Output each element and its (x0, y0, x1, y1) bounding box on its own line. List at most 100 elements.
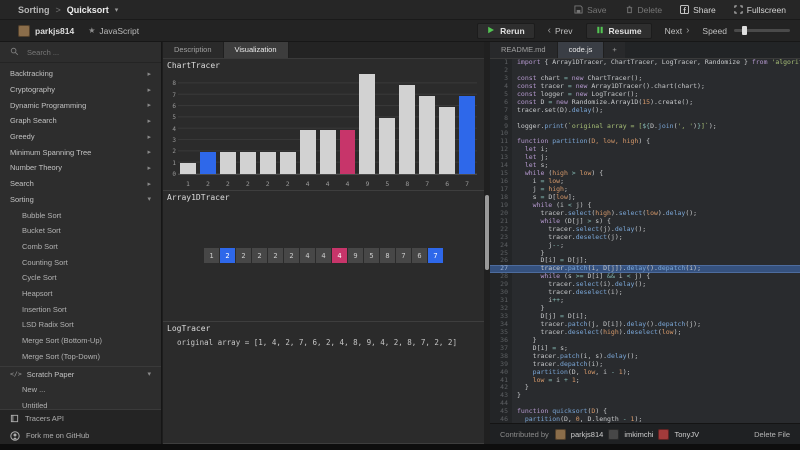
sidebar-item-insertion-sort[interactable]: Insertion Sort (22, 304, 67, 314)
chevron-down-icon[interactable]: ▾ (114, 6, 119, 14)
token: (s (563, 272, 576, 281)
speed-slider-thumb[interactable] (742, 26, 747, 35)
sidebar-item-scratch-paper[interactable]: </> Scratch Paper ▾ (0, 366, 161, 382)
rerun-button[interactable]: Rerun (477, 22, 535, 39)
speed-slider[interactable] (734, 26, 790, 35)
array-cell[interactable]: 1 (204, 248, 219, 263)
array-cell[interactable]: 4 (316, 248, 331, 263)
sidebar-item-cryptography[interactable]: Cryptography ▸ (0, 82, 161, 98)
line-content: } (512, 391, 521, 400)
array-cell[interactable]: 2 (284, 248, 299, 263)
array-cell[interactable]: 7 (428, 248, 443, 263)
next-button[interactable]: Next › (665, 25, 690, 36)
breadcrumb-section[interactable]: Sorting (18, 4, 50, 15)
contributor-name[interactable]: imkimchi (624, 429, 654, 439)
chart-bar[interactable] (199, 151, 216, 174)
sidebar-item-heapsort[interactable]: Heapsort (22, 288, 53, 298)
code-line: 33 D[j] = D[i]; (490, 312, 800, 321)
sidebar-item-greedy[interactable]: Greedy ▸ (0, 129, 161, 145)
line-number: 23 (490, 233, 512, 242)
user-chip[interactable]: parkjs814 (18, 24, 74, 37)
delete-file-button[interactable]: Delete File (750, 430, 790, 439)
add-tab-button[interactable]: + (604, 42, 625, 58)
sidebar-item-merge-sort-top-down[interactable]: Merge Sort (Top-Down) (22, 351, 100, 361)
chart-bar[interactable] (419, 96, 436, 174)
prev-button[interactable]: ‹ Prev (548, 25, 573, 36)
sidebar-item-untitled[interactable]: Untitled (22, 400, 48, 409)
code-area[interactable]: 1 import { Array1DTracer, ChartTracer, Lo… (490, 59, 800, 423)
sidebar-item-sorting[interactable]: Sorting ▾ (0, 192, 161, 208)
array-cell[interactable]: 8 (380, 248, 395, 263)
chart-bar[interactable] (359, 74, 376, 174)
language-chip[interactable]: ★ JavaScript (88, 26, 139, 36)
sidebar-item-new[interactable]: New ... (22, 385, 46, 395)
fullscreen-button[interactable]: Fullscreen (734, 5, 786, 15)
avatar (658, 428, 670, 440)
token: (). (646, 264, 658, 273)
chart-bar[interactable] (219, 151, 236, 174)
token: i (556, 375, 564, 384)
panel-scrollbar[interactable] (484, 42, 490, 444)
sidebar-item-merge-sort-bottom-up[interactable]: Merge Sort (Bottom-Up) (22, 336, 103, 346)
sidebar-item-tracers-api[interactable]: Tracers API (0, 410, 161, 427)
tab-readme-md[interactable]: README.md (490, 42, 558, 58)
array-cell[interactable]: 7 (396, 248, 411, 263)
array-cell[interactable]: 2 (268, 248, 283, 263)
array-cell[interactable]: 9 (348, 248, 363, 263)
contributor-name[interactable]: TonyJV (674, 429, 700, 439)
code-line: 16 i = low; (490, 177, 800, 186)
contributor-name[interactable]: parkjs814 (570, 429, 604, 439)
array-cell[interactable]: 4 (332, 248, 347, 263)
sidebar-item-dynamic-programming[interactable]: Dynamic Programming ▸ (0, 97, 161, 113)
tab-code-js[interactable]: code.js (557, 42, 605, 58)
search-input[interactable] (25, 46, 139, 58)
chart-bar[interactable] (339, 129, 356, 174)
chart-bar[interactable] (319, 129, 336, 174)
tab-description[interactable]: Description (163, 42, 224, 58)
token: ); (708, 121, 717, 130)
line-number: 1 (490, 59, 512, 67)
chart-bar[interactable] (439, 107, 456, 174)
sidebar-item-counting-sort[interactable]: Counting Sort (22, 257, 68, 267)
save-button[interactable]: Save (574, 5, 607, 15)
line-number: 38 (490, 352, 512, 361)
sidebar-item-comb-sort[interactable]: Comb Sort (22, 241, 58, 251)
array-cell[interactable]: 2 (236, 248, 251, 263)
sidebar-item-number-theory[interactable]: Number Theory ▸ (0, 160, 161, 176)
sidebar-item-bucket-sort[interactable]: Bucket Sort (22, 226, 61, 236)
share-button[interactable]: Share (680, 5, 716, 15)
breadcrumb-page[interactable]: Quicksort (66, 4, 109, 15)
scrollbar-thumb[interactable] (485, 195, 489, 270)
chart-bar[interactable] (379, 118, 396, 174)
chart-bar[interactable] (180, 162, 196, 174)
token: < (567, 200, 576, 209)
resume-button[interactable]: Resume (585, 22, 652, 39)
sidebar-item-fork-me-on-github[interactable]: Fork me on GitHub (0, 427, 161, 444)
line-content: tracer.select(j).delay(); (512, 225, 646, 234)
sidebar-item-bubble-sort[interactable]: Bubble Sort (22, 210, 62, 220)
chart-bar[interactable] (239, 151, 256, 174)
tab-visualization[interactable]: Visualization (223, 42, 289, 58)
chart-bar[interactable] (279, 151, 296, 174)
chart-bar[interactable] (299, 129, 316, 174)
array-cell[interactable]: 2 (220, 248, 235, 263)
sidebar-item-lsd-radix-sort[interactable]: LSD Radix Sort (22, 320, 74, 330)
sidebar-item-minimum-spanning-tree[interactable]: Minimum Spanning Tree ▸ (0, 144, 161, 160)
delete-button[interactable]: Delete (625, 5, 662, 15)
array-cell[interactable]: 4 (300, 248, 315, 263)
token: } (517, 335, 537, 344)
token: ( (563, 121, 568, 130)
chart-bar[interactable] (399, 85, 416, 174)
array-cell[interactable]: 2 (252, 248, 267, 263)
code-line: 39 tracer.depatch(i); (490, 360, 800, 369)
sidebar-item-search[interactable]: Search ▸ (0, 176, 161, 192)
sidebar-item-cycle-sort[interactable]: Cycle Sort (22, 273, 57, 283)
sidebar-item-graph-search[interactable]: Graph Search ▸ (0, 113, 161, 129)
chart-bar[interactable] (259, 151, 276, 174)
sidebar-item-backtracking[interactable]: Backtracking ▸ (0, 66, 161, 82)
array-cell[interactable]: 6 (412, 248, 427, 263)
array-cell[interactable]: 5 (364, 248, 379, 263)
avatar (18, 24, 30, 37)
chart-bar[interactable] (459, 96, 476, 174)
token: new (571, 73, 588, 82)
